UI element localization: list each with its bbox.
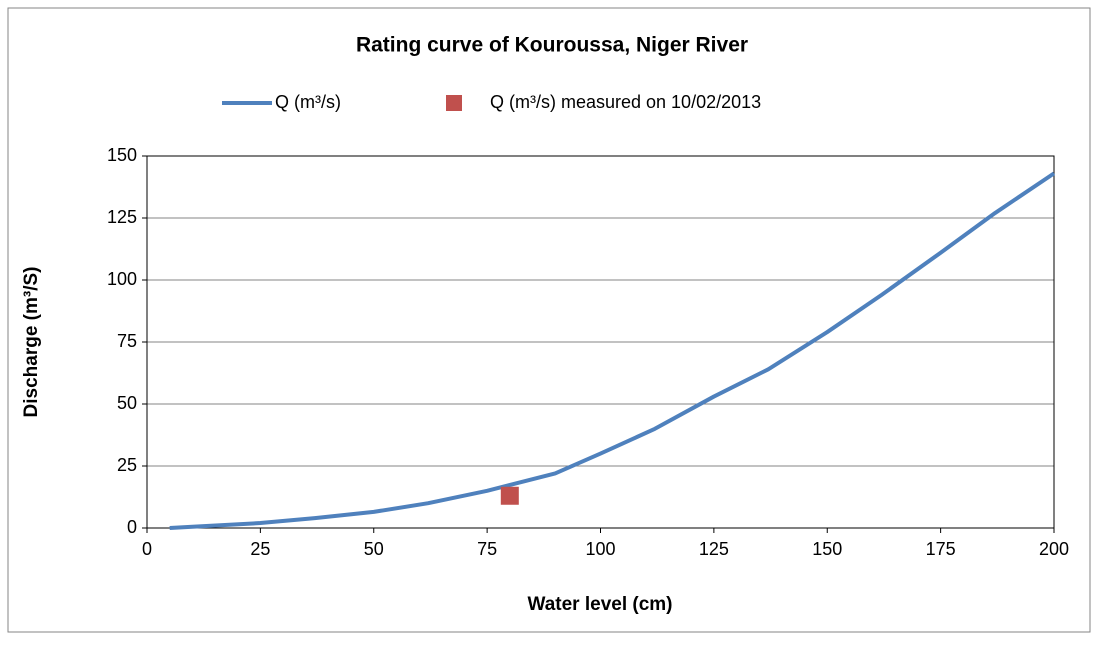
y-tick-label: 150 [107, 145, 137, 165]
x-tick-label: 100 [585, 539, 615, 559]
x-tick-label: 150 [812, 539, 842, 559]
y-tick-label: 75 [117, 331, 137, 351]
x-tick-label: 0 [142, 539, 152, 559]
y-tick-label: 125 [107, 207, 137, 227]
y-tick-label: 25 [117, 455, 137, 475]
x-tick-label: 50 [364, 539, 384, 559]
y-tick-label: 0 [127, 517, 137, 537]
chart-title: Rating curve of Kouroussa, Niger River [356, 34, 748, 57]
y-tick-label: 100 [107, 269, 137, 289]
legend-swatch [446, 95, 462, 111]
plot-area [146, 155, 1055, 529]
x-tick-label: 175 [926, 539, 956, 559]
x-tick-label: 125 [699, 539, 729, 559]
data-line [169, 171, 1056, 530]
x-tick-label: 200 [1039, 539, 1069, 559]
legend-label: Q (m³/s) measured on 10/02/2013 [490, 92, 761, 112]
legend-label: Q (m³/s) [275, 92, 341, 112]
data-point [500, 486, 519, 505]
x-tick-label: 25 [250, 539, 270, 559]
y-tick-label: 50 [117, 393, 137, 413]
x-axis-label: Water level (cm) [527, 594, 672, 615]
y-axis-label: Discharge (m³/S) [21, 267, 42, 418]
x-tick-label: 75 [477, 539, 497, 559]
